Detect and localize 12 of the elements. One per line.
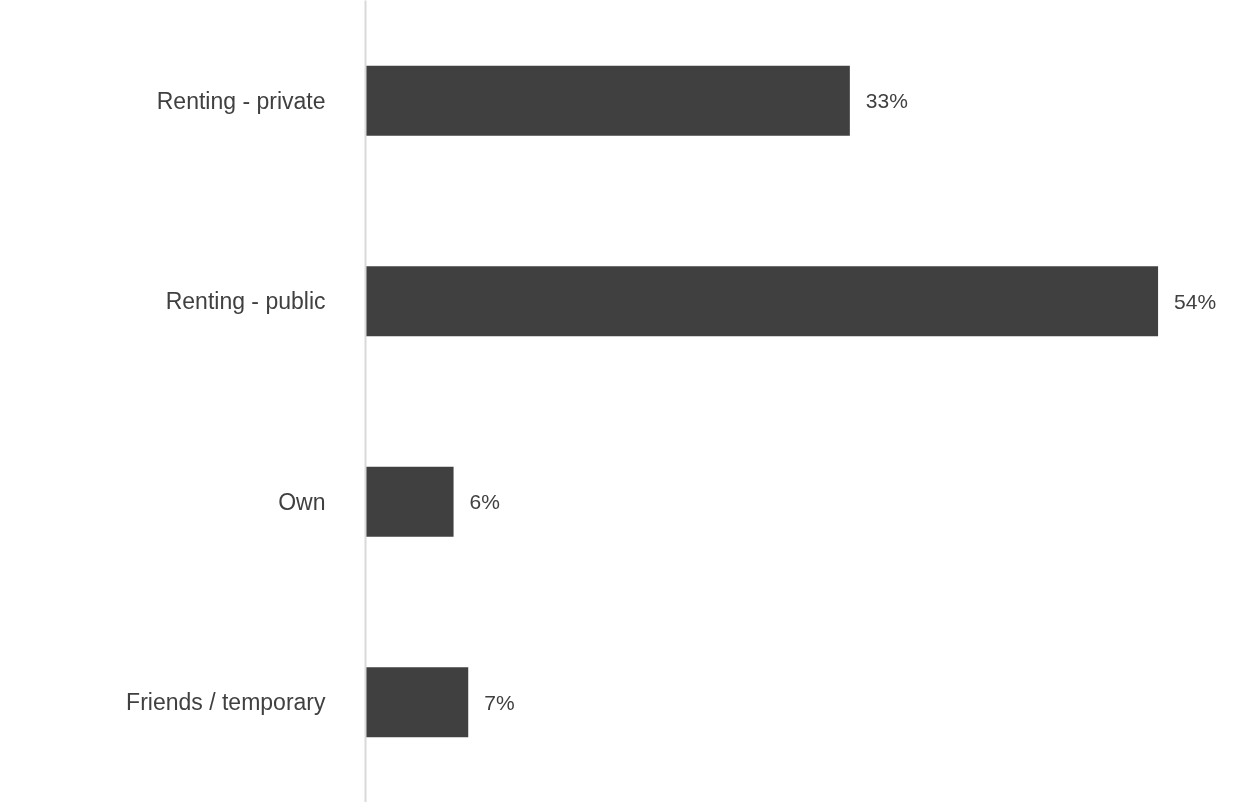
y-tick-label: Own [278, 488, 326, 515]
bar [365, 466, 454, 537]
data-label: 54% [1174, 289, 1217, 313]
data-label: 6% [469, 490, 500, 514]
data-label: 7% [484, 690, 515, 714]
y-tick-label: Renting - private [156, 87, 326, 114]
bar [365, 266, 1159, 337]
y-tick-label: Renting - public [165, 288, 326, 315]
data-label: 33% [865, 89, 908, 113]
y-tick-label: Friends / temporary [126, 689, 326, 716]
bar [365, 667, 469, 738]
bar [365, 65, 850, 136]
